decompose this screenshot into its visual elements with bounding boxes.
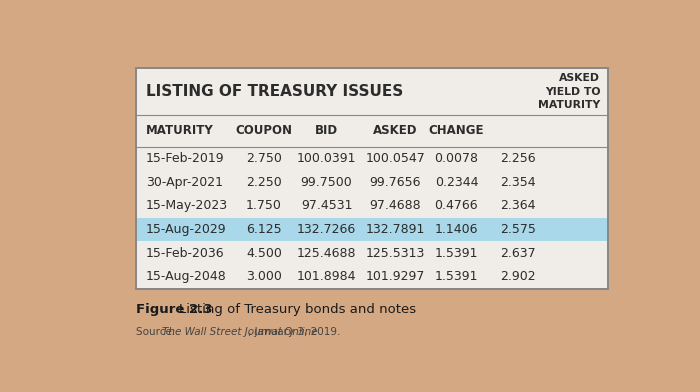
Text: 125.4688: 125.4688 (297, 247, 356, 260)
Text: 15-May-2023: 15-May-2023 (146, 199, 228, 212)
Text: 1.5391: 1.5391 (435, 247, 478, 260)
Text: CHANGE: CHANGE (428, 124, 484, 137)
FancyBboxPatch shape (136, 68, 608, 289)
Text: 99.7656: 99.7656 (370, 176, 421, 189)
Text: MATURITY: MATURITY (146, 124, 214, 137)
Text: 2.902: 2.902 (500, 270, 536, 283)
FancyBboxPatch shape (136, 218, 608, 241)
Text: 15-Aug-2048: 15-Aug-2048 (146, 270, 227, 283)
Text: 1.5391: 1.5391 (435, 270, 478, 283)
Text: 99.7500: 99.7500 (301, 176, 353, 189)
Text: 2.354: 2.354 (500, 176, 536, 189)
Text: The Wall Street Journal Online: The Wall Street Journal Online (162, 327, 318, 337)
Text: 125.5313: 125.5313 (365, 247, 425, 260)
Text: 101.9297: 101.9297 (365, 270, 425, 283)
Text: 2.750: 2.750 (246, 152, 282, 165)
Text: BID: BID (315, 124, 338, 137)
Text: Source:: Source: (136, 327, 179, 337)
Text: , January 3, 2019.: , January 3, 2019. (248, 327, 340, 337)
Text: 1.1406: 1.1406 (435, 223, 478, 236)
Text: Listing of Treasury bonds and notes: Listing of Treasury bonds and notes (178, 303, 416, 316)
Text: ASKED
YIELD TO
MATURITY: ASKED YIELD TO MATURITY (538, 73, 600, 110)
Text: 0.2344: 0.2344 (435, 176, 478, 189)
Text: 15-Aug-2029: 15-Aug-2029 (146, 223, 227, 236)
Text: 30-Apr-2021: 30-Apr-2021 (146, 176, 223, 189)
Text: 1.750: 1.750 (246, 199, 282, 212)
Text: 15-Feb-2019: 15-Feb-2019 (146, 152, 225, 165)
Text: 97.4688: 97.4688 (369, 199, 421, 212)
Text: ASKED: ASKED (373, 124, 417, 137)
Text: 2.364: 2.364 (500, 199, 536, 212)
Text: 100.0547: 100.0547 (365, 152, 425, 165)
Text: 3.000: 3.000 (246, 270, 282, 283)
Text: 0.4766: 0.4766 (435, 199, 478, 212)
Text: LISTING OF TREASURY ISSUES: LISTING OF TREASURY ISSUES (146, 84, 403, 99)
Text: 0.0078: 0.0078 (435, 152, 478, 165)
Text: 101.8984: 101.8984 (297, 270, 356, 283)
Text: 6.125: 6.125 (246, 223, 282, 236)
Text: Figure 2.3: Figure 2.3 (136, 303, 213, 316)
Text: 2.575: 2.575 (500, 223, 536, 236)
Text: 2.256: 2.256 (500, 152, 536, 165)
Text: 15-Feb-2036: 15-Feb-2036 (146, 247, 225, 260)
Text: 97.4531: 97.4531 (301, 199, 352, 212)
Text: 2.250: 2.250 (246, 176, 282, 189)
Text: 100.0391: 100.0391 (297, 152, 356, 165)
Text: COUPON: COUPON (236, 124, 293, 137)
Text: 2.637: 2.637 (500, 247, 536, 260)
Text: 132.7266: 132.7266 (297, 223, 356, 236)
Text: 132.7891: 132.7891 (365, 223, 425, 236)
Text: 4.500: 4.500 (246, 247, 282, 260)
